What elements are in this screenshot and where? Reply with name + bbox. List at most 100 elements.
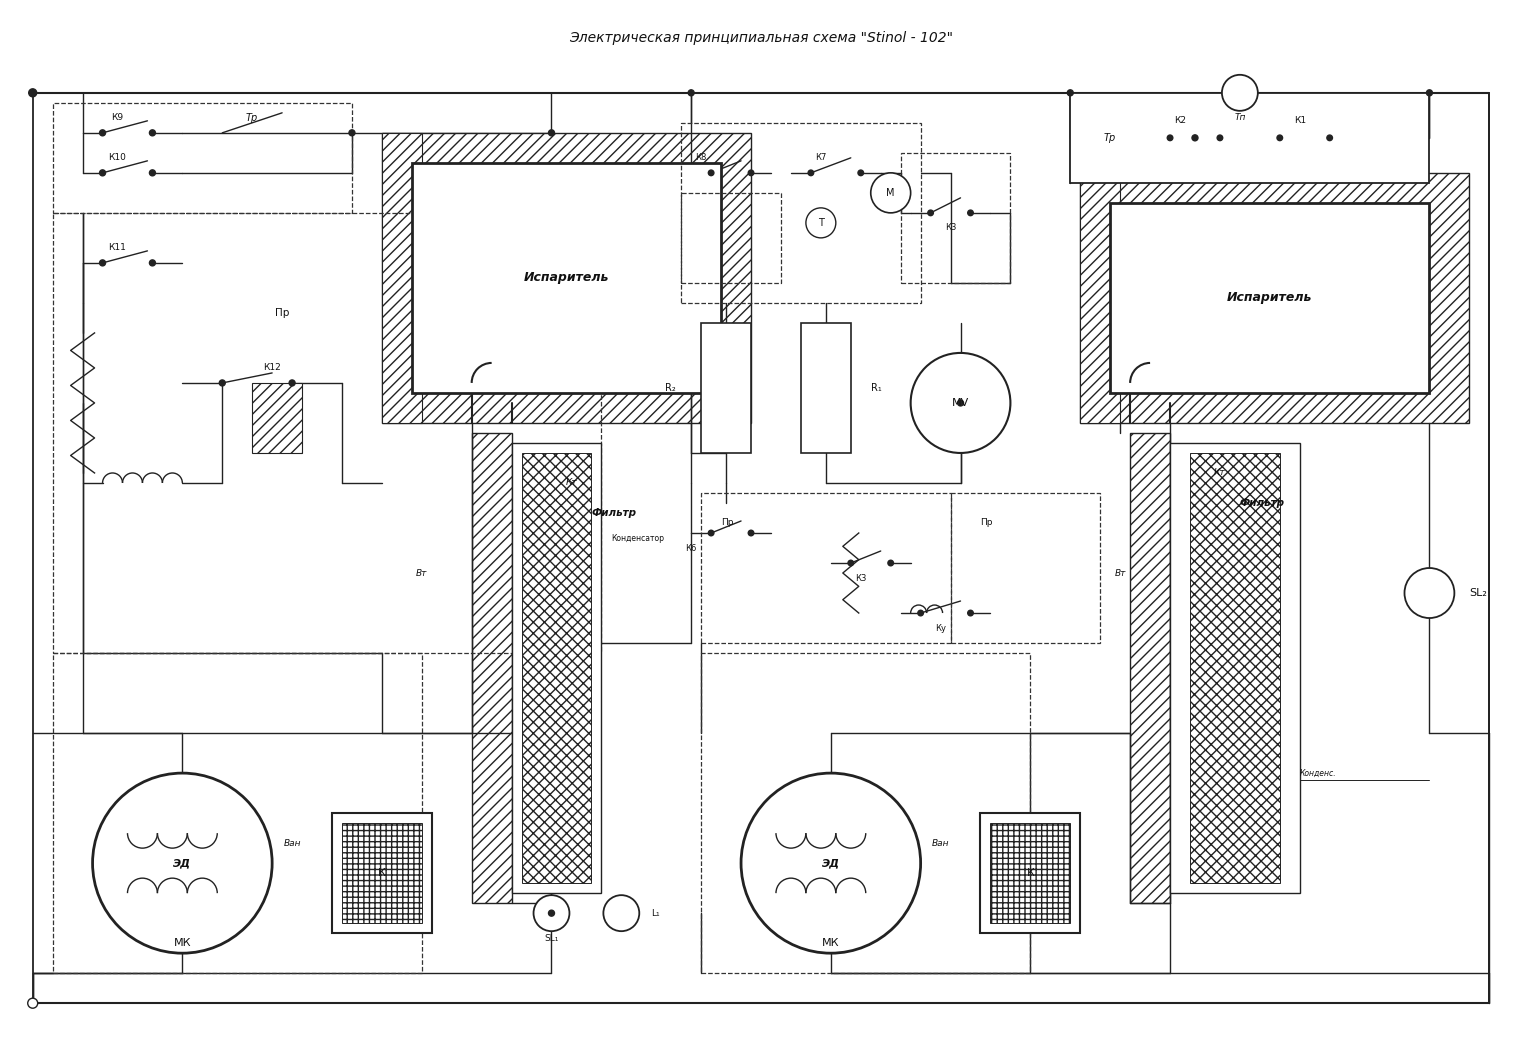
Circle shape (349, 130, 355, 136)
Circle shape (29, 89, 37, 97)
Text: Ку: Ку (935, 623, 947, 633)
Circle shape (603, 895, 639, 931)
Text: ЭД: ЭД (174, 859, 192, 868)
Circle shape (749, 170, 753, 175)
Bar (1081, 173, 1120, 423)
Circle shape (910, 353, 1011, 453)
Text: SL₁: SL₁ (545, 934, 559, 943)
Text: L₁: L₁ (651, 908, 661, 918)
Circle shape (219, 380, 225, 385)
Bar (253, 383, 301, 453)
Bar (342, 823, 422, 923)
Text: Пр: Пр (721, 518, 734, 528)
Bar (702, 653, 1030, 974)
Circle shape (1192, 135, 1198, 140)
Bar (682, 122, 921, 303)
Text: К: К (377, 868, 385, 879)
Text: К9: К9 (111, 113, 123, 122)
Text: М: М (886, 188, 895, 197)
Text: Испаритель: Испаритель (524, 271, 609, 284)
Bar (382, 133, 422, 423)
Bar (991, 823, 1070, 923)
Circle shape (968, 210, 973, 215)
Text: К11: К11 (108, 243, 126, 252)
Circle shape (149, 260, 155, 266)
Text: К6: К6 (685, 544, 697, 552)
Circle shape (1426, 90, 1432, 96)
Circle shape (99, 260, 105, 266)
Text: Тр: Тр (1103, 133, 1116, 143)
Text: Испаритель: Испаритель (1227, 291, 1312, 304)
Text: R₂: R₂ (665, 383, 676, 393)
Text: Конденс.: Конденс. (1300, 769, 1336, 777)
Circle shape (957, 400, 963, 406)
Text: SL₂: SL₂ (1469, 588, 1487, 598)
Bar (511, 442, 601, 893)
Bar (801, 323, 851, 453)
Text: Вт: Вт (1114, 568, 1126, 578)
Bar (1070, 93, 1429, 183)
Text: К8: К8 (696, 153, 706, 163)
Text: МV: МV (951, 398, 970, 408)
Circle shape (1167, 135, 1173, 140)
Circle shape (1405, 568, 1455, 618)
Bar (472, 433, 511, 903)
Text: Электрическая принципиальная схема "Stinol - 102": Электрическая принципиальная схема "Stin… (569, 31, 953, 44)
Circle shape (1067, 90, 1073, 96)
Text: Фильтр: Фильтр (592, 508, 636, 518)
Bar (332, 813, 432, 934)
Text: К1: К1 (1294, 116, 1306, 126)
Circle shape (1327, 135, 1332, 140)
Circle shape (887, 561, 893, 566)
Text: МК: МК (174, 938, 192, 948)
Bar (412, 163, 721, 393)
Circle shape (289, 380, 295, 385)
Circle shape (1218, 135, 1222, 140)
Circle shape (708, 530, 714, 535)
Circle shape (99, 130, 105, 136)
Circle shape (99, 170, 105, 176)
Circle shape (708, 170, 714, 175)
Bar (682, 193, 781, 283)
Circle shape (27, 998, 38, 1008)
Bar (522, 453, 592, 883)
Circle shape (741, 773, 921, 954)
Bar (1131, 433, 1170, 903)
Circle shape (858, 170, 863, 175)
Text: Пр: Пр (980, 518, 992, 528)
Text: К3: К3 (855, 573, 866, 583)
Circle shape (805, 208, 836, 238)
Bar (382, 133, 750, 423)
Text: Пр: Пр (275, 308, 289, 318)
Circle shape (688, 90, 694, 96)
Circle shape (548, 910, 554, 917)
Circle shape (928, 210, 933, 215)
Bar (702, 323, 750, 453)
Text: Ван: Ван (931, 838, 950, 848)
Text: ЭД: ЭД (822, 859, 840, 868)
Text: Конденсатор: Конденсатор (612, 533, 664, 543)
Bar (1110, 203, 1429, 393)
Circle shape (1277, 135, 1283, 140)
Text: Ван: Ван (283, 838, 301, 848)
Text: Кт: Кт (566, 478, 577, 488)
Text: Тр: Тр (247, 113, 259, 122)
Text: Кт: Кт (1215, 469, 1225, 477)
Circle shape (548, 130, 554, 136)
Circle shape (149, 170, 155, 176)
Text: К7: К7 (816, 153, 826, 163)
Text: К10: К10 (108, 153, 126, 163)
Bar (702, 493, 951, 643)
Text: Вт: Вт (416, 568, 428, 578)
Text: R₁: R₁ (871, 383, 881, 393)
Text: К12: К12 (263, 363, 282, 373)
Bar (53, 213, 601, 653)
Circle shape (749, 530, 753, 535)
Text: Т: Т (817, 218, 823, 228)
Circle shape (968, 610, 973, 616)
Text: К3: К3 (945, 224, 956, 232)
Bar (901, 153, 1011, 283)
Circle shape (93, 773, 272, 954)
Text: К: К (1026, 868, 1035, 879)
Circle shape (1222, 75, 1257, 111)
